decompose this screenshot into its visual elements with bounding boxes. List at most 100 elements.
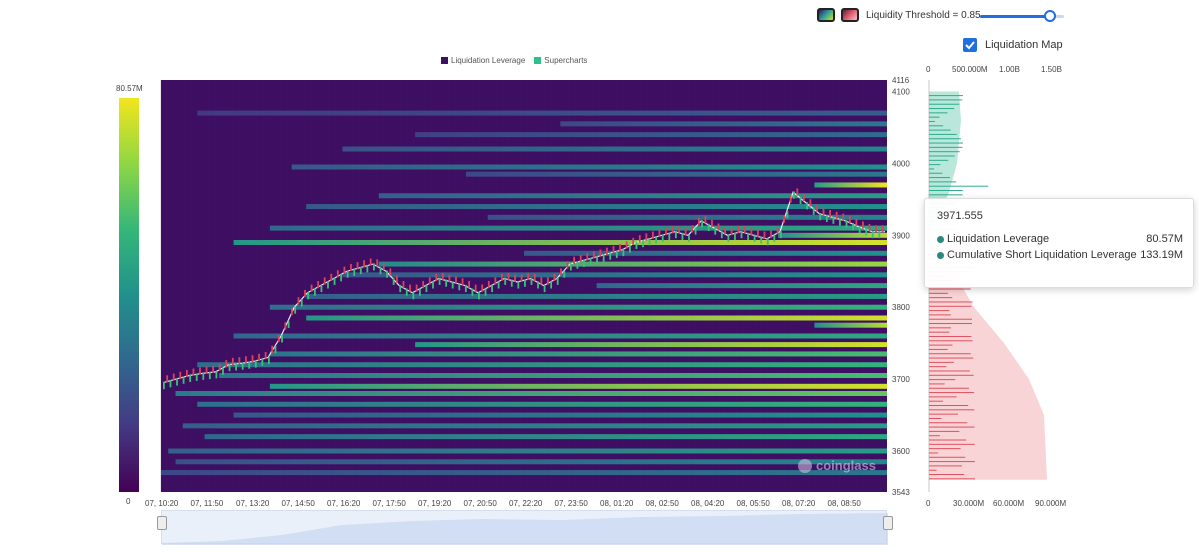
candle — [819, 213, 822, 221]
long-liquidation-bar — [929, 314, 951, 316]
candle — [845, 220, 848, 228]
candle — [327, 281, 329, 289]
candle — [707, 223, 710, 231]
candle — [343, 266, 346, 274]
short-liquidation-bar — [929, 159, 949, 161]
liquidation-band — [814, 182, 887, 188]
side-bottom-tick: 60.000M — [993, 499, 1024, 508]
legend-label-supercharts[interactable]: Supercharts — [544, 56, 588, 65]
candle — [855, 218, 858, 226]
navigator-right-handle[interactable] — [883, 516, 893, 530]
candle — [396, 275, 398, 283]
y-tick-label: 3700 — [892, 375, 910, 384]
liquidation-map-checkbox[interactable] — [963, 38, 977, 52]
candle — [832, 216, 835, 224]
liquidation-band — [175, 390, 887, 396]
candle — [386, 270, 388, 278]
candle — [543, 284, 546, 293]
range-navigator[interactable] — [161, 510, 888, 545]
liquidation-band — [182, 423, 887, 429]
candle — [163, 381, 165, 390]
candle — [665, 227, 667, 236]
x-tick-label: 07, 14:50 — [282, 499, 316, 508]
liquidation-band — [487, 214, 887, 220]
short-liquidation-bar — [929, 95, 963, 97]
candle — [527, 272, 530, 281]
long-liquidation-bar — [929, 301, 973, 303]
candle — [629, 245, 631, 253]
candle — [875, 225, 877, 233]
long-liquidation-bar — [929, 461, 975, 463]
liquidation-band — [197, 401, 888, 407]
candle — [248, 361, 251, 369]
y-tick-label: 4116 — [892, 76, 910, 85]
candle — [681, 232, 684, 240]
candle — [484, 288, 487, 296]
liquidation-band — [596, 283, 887, 289]
long-liquidation-bar — [929, 452, 939, 454]
candle — [514, 274, 516, 282]
long-liquidation-bar — [929, 310, 950, 312]
candle — [478, 292, 480, 300]
candle — [868, 223, 871, 232]
candle — [268, 356, 270, 365]
long-liquidation-bar — [929, 456, 966, 458]
candle — [432, 281, 434, 289]
long-liquidation-bar — [929, 417, 942, 419]
candle — [481, 284, 484, 292]
long-liquidation-bar — [929, 478, 975, 480]
candle — [455, 276, 457, 284]
candle — [711, 219, 713, 228]
candle — [684, 227, 687, 236]
navigator-left-handle[interactable] — [157, 516, 167, 530]
long-liquidation-bar — [929, 379, 956, 381]
candle — [208, 371, 211, 380]
candle — [281, 335, 283, 343]
liquidation-band — [342, 146, 887, 152]
candle — [632, 237, 635, 246]
liquidation-band — [233, 239, 888, 245]
candle — [599, 249, 602, 257]
long-liquidation-bar — [929, 383, 945, 385]
candle — [192, 368, 195, 376]
candle — [878, 230, 881, 239]
long-liquidation-bar — [929, 413, 959, 415]
x-tick-label: 07, 11:50 — [191, 499, 224, 508]
legend-label-liquidation[interactable]: Liquidation Leverage — [451, 56, 526, 65]
candle — [254, 360, 257, 368]
liquidation-band — [415, 342, 887, 348]
candle — [576, 261, 579, 269]
tooltip-row-cumulative: Cumulative Short Liquidation Leverage 13… — [937, 248, 1183, 262]
candle — [448, 274, 451, 282]
x-axis: 07, 10:20 07, 11:50 07, 13:20 07, 14:50 07, … — [145, 499, 861, 508]
candle — [507, 272, 510, 281]
candle — [881, 225, 884, 233]
side-bottom-tick: 90.000M — [1035, 499, 1066, 508]
candle — [373, 263, 375, 271]
candle — [651, 231, 654, 239]
liquidation-band — [269, 225, 887, 231]
candle — [724, 227, 726, 235]
long-liquidation-bar — [929, 426, 975, 428]
candle — [474, 284, 477, 292]
y-tick-label: 4000 — [892, 159, 910, 168]
long-liquidation-bar — [929, 357, 974, 359]
long-liquidation-bar — [929, 305, 972, 307]
colorbar — [119, 98, 139, 492]
candle — [602, 254, 605, 262]
threshold-slider-handle[interactable] — [1044, 10, 1056, 22]
candle — [245, 356, 247, 364]
short-liquidation-bar — [929, 138, 961, 140]
liquidation-band — [378, 261, 887, 267]
candle — [359, 266, 362, 275]
viridis-palette-swatch[interactable] — [817, 8, 835, 22]
tooltip-row-value: 80.57M — [1146, 233, 1183, 245]
red-palette-swatch[interactable] — [841, 8, 859, 22]
candle — [284, 322, 287, 330]
short-liquidation-bar — [929, 146, 963, 148]
y-tick-label: 3800 — [892, 303, 910, 312]
threshold-slider[interactable] — [980, 10, 1064, 22]
candle — [560, 268, 562, 276]
candle — [848, 215, 851, 224]
candle — [730, 227, 733, 236]
